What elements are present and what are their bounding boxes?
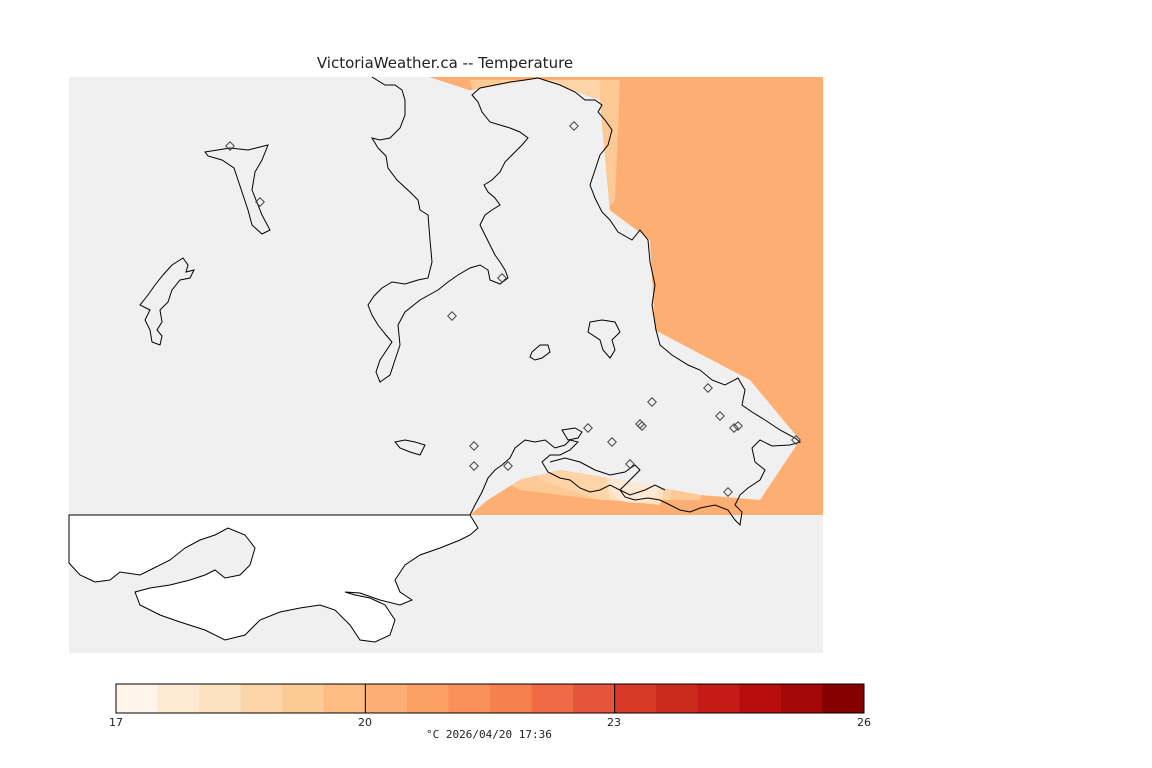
station-marker [733,421,743,431]
colorbar-swatch [240,684,283,713]
coastlines [139,76,802,527]
station-marker [497,273,507,283]
station-marker [791,435,801,445]
station-marker [637,421,647,431]
station-marker [647,397,657,407]
station-marker [503,461,513,471]
units-timestamp: °C 2026/04/20 17:36 [426,728,552,741]
station-marker [469,441,479,451]
colorbar-swatch [573,684,616,713]
station-marker [625,459,635,469]
station-marker [703,383,713,393]
south-landmass [68,514,479,643]
colorbar-swatch [697,684,740,713]
station-marker [447,311,457,321]
colorbar-swatch [739,684,782,713]
station-marker [583,423,593,433]
colorbar-swatch [365,684,408,713]
colorbar-swatch [448,684,491,713]
station-marker [723,487,733,497]
station-marker [715,411,725,421]
colorbar-frame [115,683,865,714]
colorbar-tick-label: 23 [607,716,621,729]
colorbar-swatch [531,684,574,713]
station-marker [569,121,579,131]
station-marker [469,461,479,471]
colorbar-swatch [490,684,533,713]
map-title: VictoriaWeather.ca -- Temperature [316,54,574,72]
colorbar-swatch [822,684,865,713]
colorbar-swatch [656,684,699,713]
colorbar-swatch [282,684,325,713]
colorbar-swatch [199,684,242,713]
station-marker [729,423,739,433]
station-marker [255,197,265,207]
station-markers [225,121,801,497]
colorbar-tick-label: 17 [109,716,123,729]
station-marker [225,141,235,151]
colorbar-swatch [323,684,366,713]
colorbar-tick-label: 20 [358,716,372,729]
station-marker [607,437,617,447]
colorbar-swatch [406,684,449,713]
colorbar-swatch [780,684,823,713]
colorbar-swatch [157,684,200,713]
colorbar-swatch [614,684,657,713]
colorbar-swatch [116,684,159,713]
colorbar-tick-label: 26 [857,716,871,729]
